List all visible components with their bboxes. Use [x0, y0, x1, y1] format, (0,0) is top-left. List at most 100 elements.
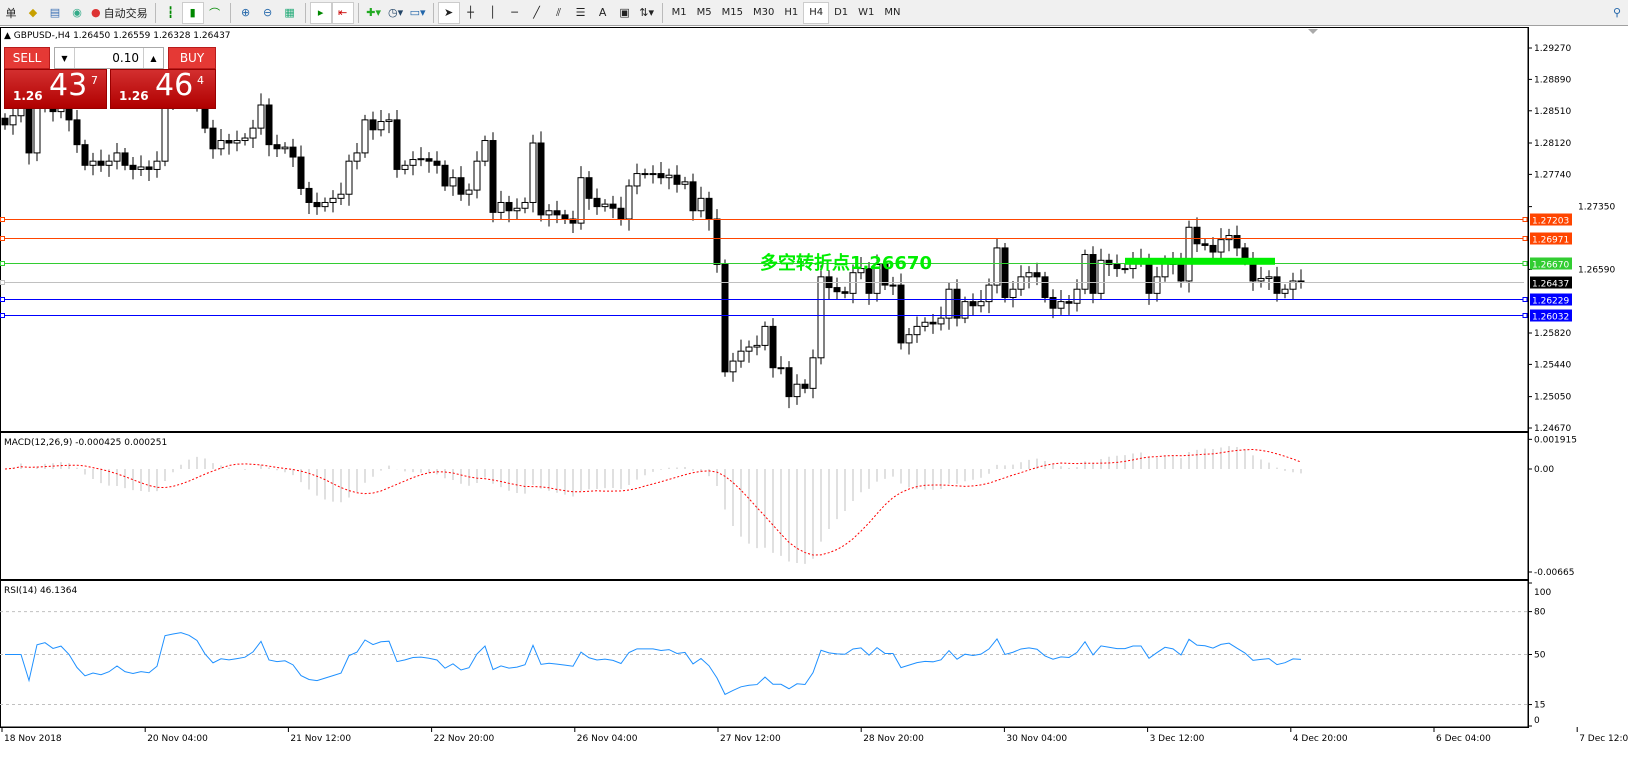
collapse-icon[interactable]: ▲ [4, 31, 14, 41]
timeframe-m30[interactable]: M30 [752, 7, 775, 18]
candle-body [129, 164, 137, 170]
equidistant-channel-icon[interactable]: ⫽ [556, 5, 562, 19]
candle [1217, 228, 1225, 259]
rsi-header: RSI(14) 46.1364 [4, 586, 78, 596]
lot-decrease-icon[interactable]: ▼ [55, 48, 75, 68]
candle [209, 119, 217, 159]
periods-clock-icon[interactable]: ◷▾ [388, 6, 404, 19]
bar-chart-icon[interactable]: ┇ [167, 6, 174, 19]
buy-price-button[interactable]: 1.26 46 4 [110, 68, 216, 109]
candle-body [257, 104, 265, 129]
signal-icon[interactable]: ◉ [72, 6, 82, 19]
candle-body [961, 301, 969, 319]
timeframe-w1[interactable]: W1 [858, 7, 875, 18]
candle [601, 199, 609, 212]
candle [289, 138, 297, 167]
buy-button[interactable]: BUY [168, 47, 216, 69]
templates-icon[interactable]: ▭▾ [409, 6, 426, 19]
candle [937, 306, 945, 331]
timeframe-m15[interactable]: M15 [721, 7, 743, 18]
timeframe-h1[interactable]: H1 [784, 7, 799, 18]
level-handle [1522, 261, 1528, 266]
candle-body [161, 99, 169, 162]
timeframe-mn[interactable]: MN [884, 7, 901, 18]
candle-body [1233, 235, 1241, 249]
candle-body [1105, 259, 1113, 265]
lot-size-stepper[interactable]: ▼ 0.10 ▲ [54, 47, 164, 69]
timeframe-m5[interactable]: M5 [696, 7, 712, 18]
candle [745, 340, 753, 363]
candle-body [769, 325, 777, 369]
new-indicator-icon[interactable]: ✚▾ [366, 6, 381, 19]
text-icon[interactable]: A [598, 6, 607, 19]
candle-body [65, 106, 73, 121]
candle [257, 93, 265, 135]
candle-body [545, 210, 553, 216]
menu-fragment[interactable]: 单 [5, 6, 17, 20]
candle-body [1025, 272, 1033, 278]
horizontal-line-icon[interactable]: ─ [511, 6, 518, 19]
autoscroll-icon[interactable]: ▸ [309, 1, 332, 24]
timeframe-h4[interactable]: H4 [803, 1, 830, 24]
timeframe-m1[interactable]: M1 [671, 7, 687, 18]
macd-tick-label: -0.00665 [1534, 568, 1574, 578]
history-icon[interactable]: ▤ [49, 6, 61, 19]
candle-body [321, 201, 329, 208]
candle-body [425, 158, 433, 162]
sell-price-button[interactable]: 1.26 43 7 [4, 68, 107, 109]
fibonacci-icon[interactable]: ☰ [575, 6, 586, 19]
divider [661, 2, 663, 23]
candle-body [609, 203, 617, 209]
crosshair-icon[interactable]: ┼ [467, 6, 474, 19]
candle-body [905, 334, 913, 344]
candle-body [881, 263, 889, 286]
tile-windows-icon[interactable]: ▦ [284, 6, 295, 19]
chart-shift-icon[interactable]: ⇤ [331, 1, 354, 24]
candle [1297, 269, 1305, 289]
candle-body [601, 203, 609, 208]
candle [521, 197, 529, 214]
pivot-annotation: 多空转折点1.26670 [760, 252, 932, 274]
candle-body [393, 119, 401, 170]
zoom-out-icon[interactable]: ⊖ [263, 6, 273, 19]
buy-price-big: 46 [155, 68, 194, 103]
trendline-icon[interactable]: ╱ [533, 6, 540, 19]
line-chart-icon[interactable]: ⌒ [209, 6, 221, 20]
candle [1273, 266, 1281, 302]
arrows-icon[interactable]: ⇅▾ [639, 6, 654, 19]
candle-body [577, 177, 585, 224]
lot-size-input[interactable]: 0.10 [112, 51, 139, 65]
cursor-icon[interactable]: ➤ [437, 1, 460, 24]
candle [849, 264, 857, 304]
candle-body [1033, 272, 1041, 278]
search-icon[interactable]: ⚲ [1612, 6, 1622, 19]
candle [1017, 265, 1025, 296]
order-book-icon[interactable]: ◆ [28, 6, 38, 19]
price-tick-label: 1.24670 [1534, 424, 1571, 434]
time-label: 7 Dec 12:00 [1579, 734, 1628, 744]
candle [105, 154, 113, 177]
candle-body [233, 140, 241, 144]
candle [785, 361, 793, 409]
lot-increase-icon[interactable]: ▲ [143, 48, 163, 68]
candle-body [353, 152, 361, 162]
candle [1233, 225, 1241, 257]
text-label-icon[interactable]: ▣ [619, 6, 630, 19]
candle-body [617, 207, 625, 220]
sell-button[interactable]: SELL [4, 47, 50, 69]
candle [593, 188, 601, 215]
candlestick-icon[interactable]: ▮ [181, 1, 204, 24]
candle [1009, 280, 1017, 308]
candle-body [281, 146, 289, 150]
candle [457, 166, 465, 201]
autotrade-button[interactable]: ● 自动交易 [88, 2, 151, 24]
level-label-bg [1530, 232, 1572, 245]
candle-body [345, 160, 353, 195]
candle-body [833, 287, 841, 293]
zoom-in-icon[interactable]: ⊕ [241, 6, 251, 19]
time-label: 4 Dec 20:00 [1293, 734, 1348, 744]
vertical-line-icon[interactable]: │ [489, 6, 496, 19]
timeframe-d1[interactable]: D1 [834, 7, 849, 18]
candle [1185, 220, 1193, 293]
